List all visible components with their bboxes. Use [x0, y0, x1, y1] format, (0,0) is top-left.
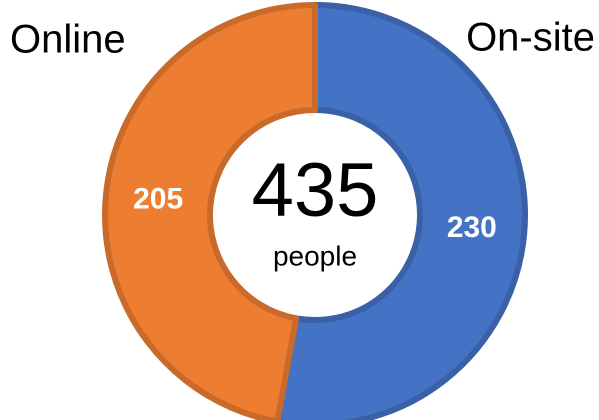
data-label: 205	[133, 183, 183, 216]
donut-segment	[102, 2, 318, 420]
category-label: Online	[10, 18, 126, 62]
center-label: people	[273, 240, 357, 271]
center-total: 435	[252, 148, 379, 233]
category-label: On-site	[466, 16, 595, 60]
data-label: 230	[447, 211, 497, 244]
donut-segment	[274, 2, 528, 420]
